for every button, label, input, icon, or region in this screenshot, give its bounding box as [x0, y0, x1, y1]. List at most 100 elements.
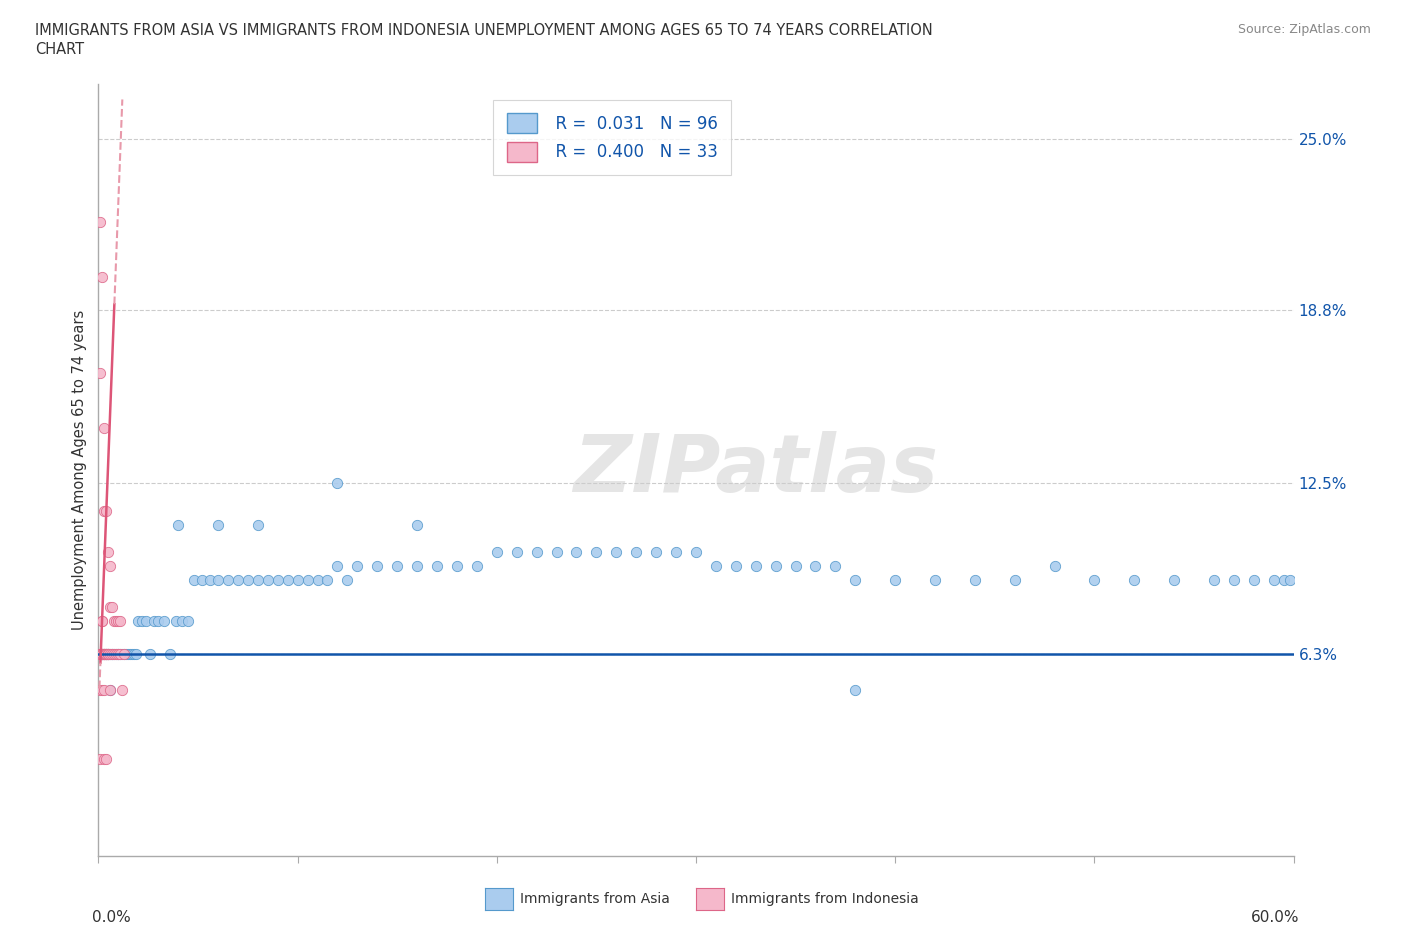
- Point: [105, 614, 128, 629]
- Point: [1202, 573, 1225, 588]
- Point: [97, 647, 120, 662]
- Point: [91, 614, 114, 629]
- Point: [96, 647, 118, 662]
- Point: [101, 647, 124, 662]
- Point: [366, 559, 388, 574]
- Point: [1223, 573, 1246, 588]
- Point: [546, 545, 568, 560]
- Point: [198, 573, 221, 588]
- Point: [93, 647, 115, 662]
- Point: [112, 647, 135, 662]
- Point: [924, 573, 946, 588]
- Point: [97, 647, 120, 662]
- Point: [91, 647, 114, 662]
- Point: [101, 600, 124, 615]
- Point: [844, 573, 866, 588]
- Point: [110, 647, 132, 662]
- Point: [125, 647, 148, 662]
- Point: [485, 545, 508, 560]
- Point: [107, 647, 129, 662]
- Point: [93, 647, 115, 662]
- Point: [124, 647, 146, 662]
- Point: [406, 559, 429, 574]
- Point: [236, 573, 259, 588]
- Point: [120, 647, 142, 662]
- Point: [165, 614, 187, 629]
- Point: [226, 573, 249, 588]
- Point: [97, 545, 120, 560]
- Point: [98, 647, 122, 662]
- Point: [465, 559, 488, 574]
- Point: [89, 683, 111, 698]
- Point: [98, 683, 122, 698]
- Point: [526, 545, 548, 560]
- Point: [267, 573, 290, 588]
- Point: [884, 573, 907, 588]
- Point: [844, 683, 866, 698]
- Point: [704, 559, 727, 574]
- Point: [256, 573, 278, 588]
- Point: [91, 683, 114, 698]
- Point: [93, 683, 115, 698]
- Point: [93, 421, 115, 436]
- Point: [1243, 573, 1265, 588]
- Point: [103, 614, 125, 629]
- Y-axis label: Unemployment Among Ages 65 to 74 years: Unemployment Among Ages 65 to 74 years: [72, 310, 87, 630]
- Point: [110, 614, 132, 629]
- Point: [105, 647, 128, 662]
- Point: [89, 647, 111, 662]
- Point: [153, 614, 176, 629]
- Point: [111, 647, 134, 662]
- Point: [103, 647, 125, 662]
- Point: [98, 647, 122, 662]
- Text: 60.0%: 60.0%: [1251, 910, 1299, 924]
- Point: [96, 751, 118, 766]
- Point: [426, 559, 449, 574]
- Point: [91, 270, 114, 285]
- Point: [97, 647, 120, 662]
- Point: [765, 559, 787, 574]
- Point: [107, 614, 129, 629]
- Point: [97, 647, 120, 662]
- Point: [785, 559, 807, 574]
- Point: [89, 365, 111, 380]
- Point: [96, 647, 118, 662]
- Point: [1123, 573, 1146, 588]
- Point: [98, 683, 122, 698]
- Point: [96, 503, 118, 518]
- Point: [93, 647, 115, 662]
- Point: [91, 647, 114, 662]
- Point: [191, 573, 214, 588]
- Point: [96, 647, 118, 662]
- Point: [406, 517, 429, 532]
- Point: [135, 614, 157, 629]
- Point: [93, 647, 115, 662]
- Point: [117, 647, 139, 662]
- Point: [963, 573, 986, 588]
- Point: [207, 573, 229, 588]
- Point: [93, 647, 115, 662]
- Point: [148, 614, 170, 629]
- Point: [446, 559, 468, 574]
- Text: ZIPatlas: ZIPatlas: [574, 431, 938, 509]
- Point: [172, 614, 194, 629]
- Point: [159, 647, 181, 662]
- Point: [1278, 573, 1301, 588]
- Point: [1272, 573, 1295, 588]
- Point: [105, 647, 128, 662]
- Point: [626, 545, 648, 560]
- Point: [183, 573, 205, 588]
- Point: [139, 647, 162, 662]
- Point: [1163, 573, 1185, 588]
- Point: [326, 476, 349, 491]
- Text: Immigrants from Indonesia: Immigrants from Indonesia: [731, 892, 920, 907]
- Point: [110, 647, 132, 662]
- Point: [101, 647, 124, 662]
- Point: [143, 614, 166, 629]
- Point: [89, 214, 111, 229]
- Point: [89, 751, 111, 766]
- Point: [111, 683, 134, 698]
- Point: [585, 545, 607, 560]
- Point: [207, 517, 229, 532]
- Point: [101, 647, 124, 662]
